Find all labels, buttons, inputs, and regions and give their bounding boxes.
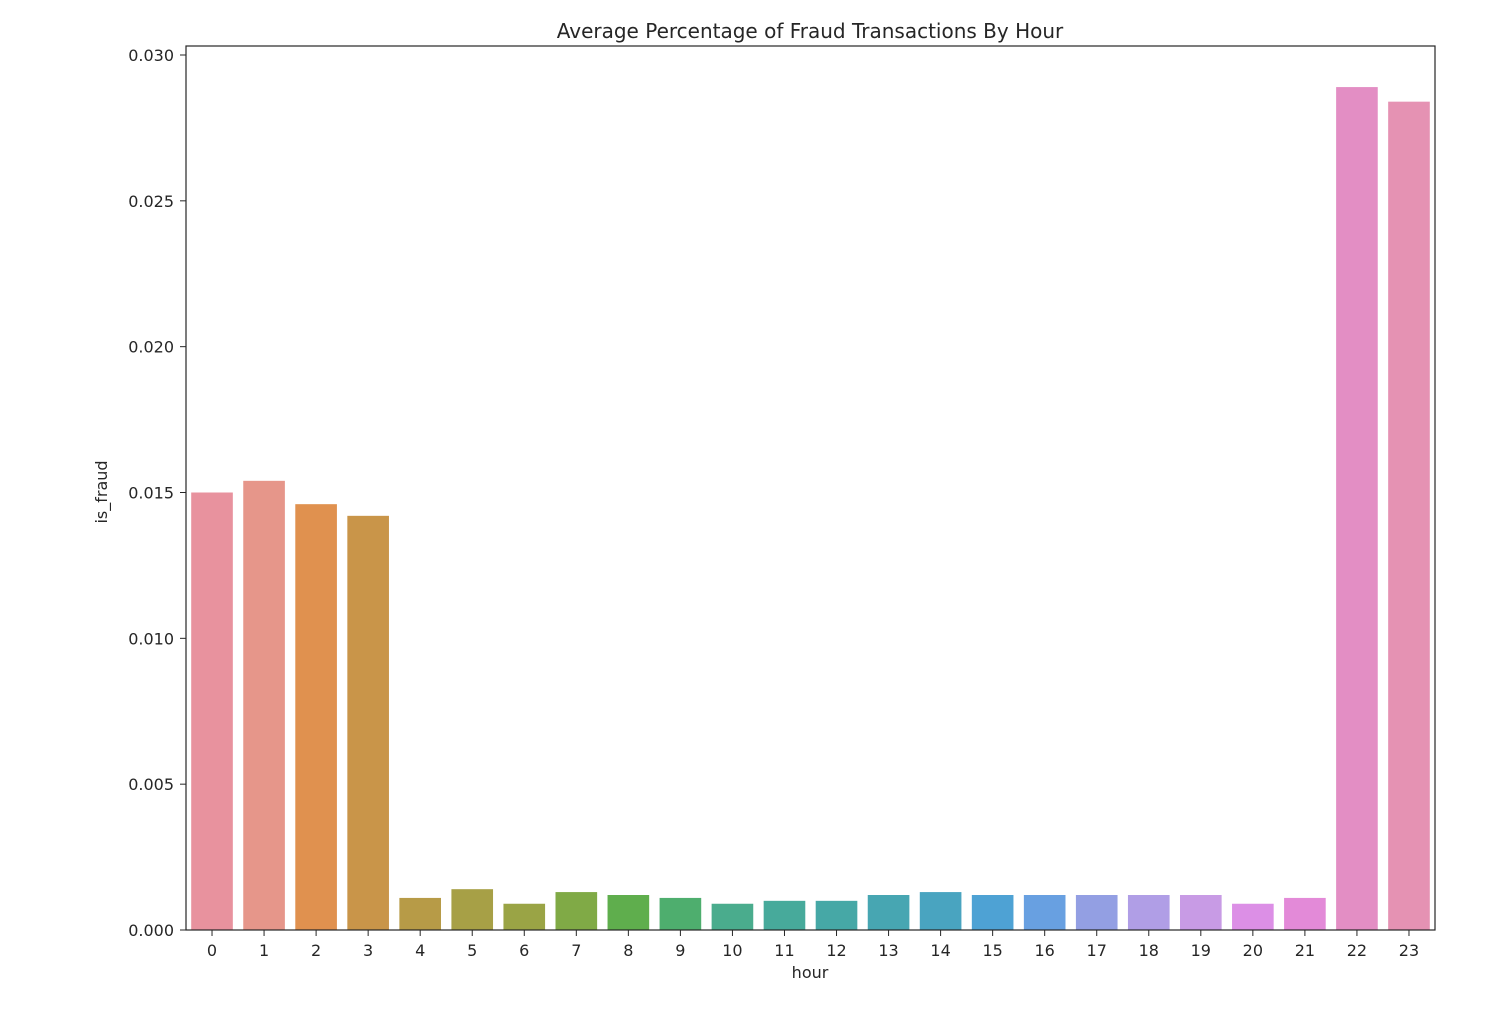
x-tick-label: 19 — [1191, 941, 1211, 960]
x-tick-label: 16 — [1035, 941, 1055, 960]
x-tick-label: 9 — [675, 941, 685, 960]
y-axis-label: is_fraud — [92, 460, 112, 523]
x-tick-label: 3 — [363, 941, 373, 960]
bar-hour-16 — [1023, 895, 1066, 930]
bar-hour-20 — [1232, 903, 1274, 930]
y-tick-label: 0.020 — [128, 338, 174, 357]
x-tick-label: 7 — [571, 941, 581, 960]
x-tick-label: 14 — [930, 941, 950, 960]
x-tick-label: 5 — [467, 941, 477, 960]
bar-hour-9 — [659, 897, 702, 930]
bar-hour-18 — [1127, 895, 1170, 930]
x-tick-label: 20 — [1243, 941, 1263, 960]
y-tick-label: 0.025 — [128, 192, 174, 211]
y-tick-label: 0.030 — [128, 46, 174, 65]
x-tick-label: 18 — [1139, 941, 1159, 960]
x-tick-label: 6 — [519, 941, 529, 960]
plot-frame — [185, 45, 1436, 931]
bar-hour-2 — [295, 504, 337, 930]
chart-title: Average Percentage of Fraud Transactions… — [557, 19, 1064, 43]
x-axis-label: hour — [792, 963, 829, 982]
y-tick-label: 0.015 — [128, 484, 174, 503]
bar-hour-6 — [503, 903, 546, 930]
x-tick-label: 15 — [982, 941, 1002, 960]
y-tick-label: 0.010 — [128, 629, 174, 648]
y-tick-label: 0.005 — [128, 775, 174, 794]
bar-hour-19 — [1180, 895, 1222, 930]
x-tick-label: 1 — [259, 941, 269, 960]
bar-hour-21 — [1284, 897, 1326, 930]
y-tick-label: 0.000 — [128, 921, 174, 940]
x-tick-label: 12 — [826, 941, 846, 960]
x-tick-label: 13 — [878, 941, 898, 960]
x-axis-ticks: 0 1 2 3 4 5 6 7 8 9 10 11 12 13 14 15 16 17 18 19 20 21 22 23 — [207, 930, 1419, 960]
x-tick-label: 17 — [1087, 941, 1107, 960]
bar-hour-5 — [451, 889, 494, 930]
x-tick-label: 2 — [311, 941, 321, 960]
x-tick-label: 21 — [1295, 941, 1315, 960]
bar-hour-17 — [1075, 895, 1118, 930]
y-axis-ticks: 0.000 0.005 0.010 0.015 0.020 0.025 0.030 — [128, 46, 186, 940]
bar-hour-12 — [815, 900, 858, 930]
x-tick-label: 23 — [1399, 941, 1419, 960]
bar-hour-1 — [243, 480, 285, 930]
bar-hour-0 — [191, 492, 233, 930]
bar-hour-22 — [1336, 87, 1378, 930]
bar-hour-8 — [607, 895, 650, 930]
x-tick-label: 4 — [415, 941, 425, 960]
x-tick-label: 10 — [722, 941, 742, 960]
bar-hour-11 — [763, 900, 806, 930]
x-tick-label: 11 — [774, 941, 794, 960]
bar-hour-13 — [867, 895, 910, 930]
x-tick-label: 8 — [623, 941, 633, 960]
bar-hour-23 — [1388, 101, 1430, 931]
bars-group — [191, 87, 1430, 931]
bar-hour-15 — [971, 895, 1014, 930]
bar-hour-3 — [347, 515, 389, 930]
bar-hour-7 — [555, 892, 598, 930]
bar-hour-4 — [399, 897, 441, 930]
bar-hour-14 — [919, 892, 962, 930]
x-tick-label: 0 — [207, 941, 217, 960]
bar-hour-10 — [711, 903, 754, 930]
x-tick-label: 22 — [1347, 941, 1367, 960]
